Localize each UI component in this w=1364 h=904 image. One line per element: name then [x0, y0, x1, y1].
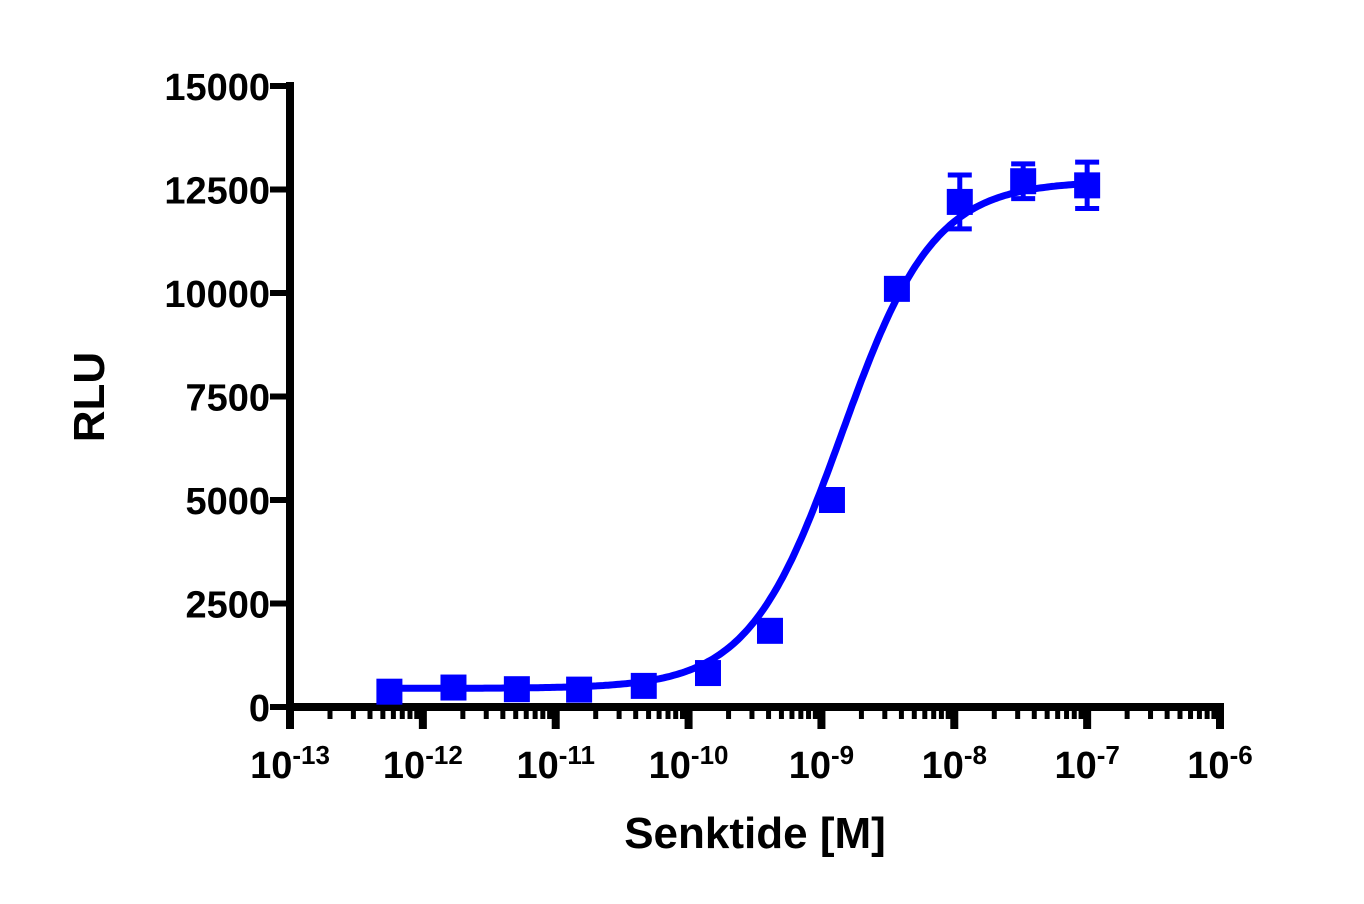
x-tick-label: 10-6 [1187, 740, 1252, 787]
data-point [566, 676, 593, 703]
data-point [946, 172, 973, 232]
x-tick-label: 10-13 [250, 740, 330, 787]
data-point [694, 660, 721, 687]
y-tick-label: 7500 [185, 378, 270, 420]
y-axis: 0 2500 5000 7500 10000 12500 15000 [164, 67, 294, 730]
x-tick-label: 10-10 [649, 740, 729, 787]
data-point [1010, 161, 1037, 202]
y-tick-label: 10000 [164, 274, 270, 316]
data-point [376, 678, 403, 705]
y-tick-label: 5000 [185, 481, 270, 523]
data-point [756, 617, 783, 644]
data-points [376, 159, 1101, 705]
x-tick-label: 10-7 [1054, 740, 1119, 787]
x-axis-title: Senktide [M] [624, 809, 886, 858]
data-point [883, 275, 910, 302]
x-tick-label: 10-11 [516, 740, 594, 787]
data-point [630, 672, 657, 699]
x-tick-label: 10-8 [922, 740, 987, 787]
y-tick-label: 15000 [164, 67, 270, 109]
data-point [1074, 159, 1101, 212]
y-tick-label: 0 [249, 688, 270, 730]
data-point [503, 676, 530, 703]
x-tick-label: 10-9 [789, 740, 854, 787]
y-tick-label: 12500 [164, 171, 270, 213]
x-axis: 10-13 10-12 10-11 10-10 10-9 10-8 10-7 10-6 [250, 703, 1253, 787]
data-point [440, 674, 467, 701]
y-axis-title: RLU [65, 352, 114, 442]
y-tick-label: 2500 [185, 585, 270, 627]
data-point [818, 487, 845, 513]
fit-curve [389, 180, 1088, 692]
x-tick-label: 10-12 [383, 740, 463, 787]
